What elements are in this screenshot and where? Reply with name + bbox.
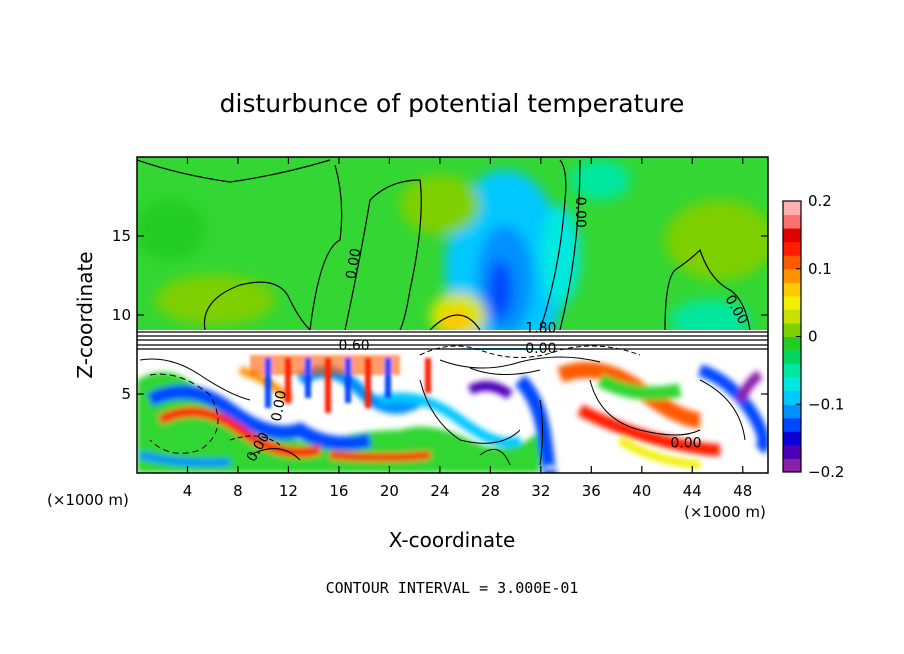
colorbar-tick-label: 0: [808, 328, 818, 346]
colorbar-swatch: [783, 241, 801, 256]
colorbar-swatch: [783, 431, 801, 446]
contour-label: 1.80: [525, 320, 556, 336]
colorbar-swatch: [783, 214, 801, 229]
x-axis-label: X-coordinate: [389, 528, 516, 552]
x-tick-label: 8: [233, 482, 243, 500]
y-tick-label: 5: [121, 385, 131, 403]
colorbar: 0.2 0.1 0 −0.1 −0.2: [782, 192, 844, 481]
x-tick-label: 44: [683, 482, 702, 500]
colorbar-tick-label: 0.1: [808, 260, 832, 278]
colorbar-swatch: [783, 268, 801, 283]
x-tick-label: 4: [183, 482, 193, 500]
colorbar-swatch: [783, 336, 801, 351]
heatmap-field: [137, 157, 768, 473]
colorbar-swatch: [783, 322, 801, 337]
x-tick-label: 20: [380, 482, 399, 500]
x-tick-label: 28: [481, 482, 500, 500]
colorbar-swatch: [783, 228, 801, 243]
colorbar-swatch: [783, 444, 801, 459]
y-axis-ticks: 5 10 15: [112, 227, 768, 403]
colorbar-swatch: [783, 363, 801, 378]
contour-label: 0.00: [670, 436, 701, 452]
y-tick-label: 15: [112, 227, 131, 245]
colorbar-swatch: [783, 309, 801, 324]
colorbar-tick-label: −0.2: [808, 463, 844, 481]
contour-label: 0.60: [338, 338, 369, 354]
x-tick-label: 24: [430, 482, 449, 500]
colorbar-swatch: [783, 458, 801, 473]
x-tick-label: 36: [582, 482, 601, 500]
colorbar-swatch: [783, 255, 801, 270]
colorbar-swatch: [783, 404, 801, 419]
y-tick-label: 10: [112, 306, 131, 324]
x-tick-label: 32: [531, 482, 550, 500]
y-axis-label: Z-coordinate: [73, 251, 97, 378]
x-tick-label: 12: [279, 482, 298, 500]
colorbar-swatch: [783, 350, 801, 365]
colorbar-swatch: [783, 282, 801, 297]
contour-interval-footer: CONTOUR INTERVAL = 3.000E-01: [326, 579, 579, 597]
colorbar-swatch: [783, 201, 801, 216]
contour-label: 0.00: [343, 247, 364, 280]
colorbar-swatch: [783, 390, 801, 405]
x-unit-left: (×1000 m): [47, 491, 129, 509]
x-tick-label: 16: [329, 482, 348, 500]
colorbar-swatch: [783, 417, 801, 432]
x-axis-ticks: 4 8 12 16 20 24 28 32 36 40 44 48: [183, 157, 752, 500]
x-tick-label: 40: [632, 482, 651, 500]
colorbar-swatch: [783, 377, 801, 392]
colorbar-tick-label: 0.2: [808, 192, 832, 210]
colorbar-tick-label: −0.1: [808, 395, 844, 413]
contour-label: 0.00: [525, 341, 556, 357]
contour-label: 0.00: [572, 197, 588, 228]
contour-label: 0.00: [269, 389, 290, 422]
colorbar-swatch: [783, 295, 801, 310]
x-unit-right: (×1000 m): [684, 503, 766, 521]
chart-title: disturbunce of potential temperature: [220, 89, 685, 118]
x-tick-label: 48: [733, 482, 752, 500]
